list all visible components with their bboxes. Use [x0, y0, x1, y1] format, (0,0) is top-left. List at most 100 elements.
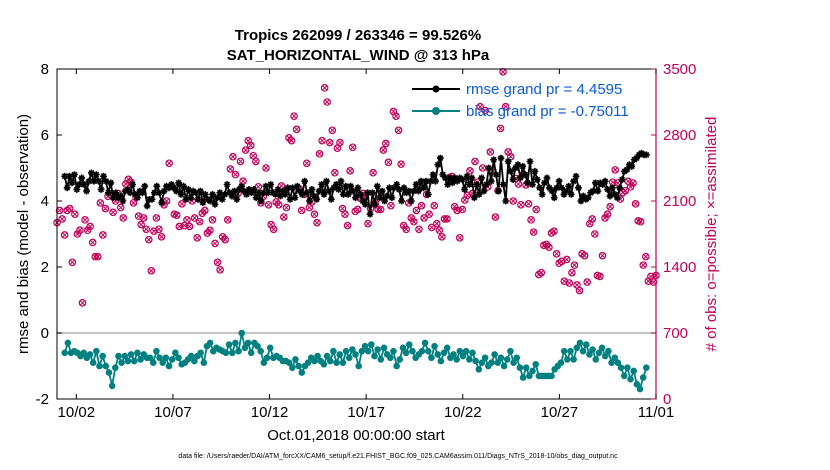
rmse-point: [75, 181, 83, 188]
bias-point: [235, 347, 242, 355]
rmse-point: [429, 171, 437, 178]
obs-assimilated-marker: [400, 222, 407, 229]
obs-point: [320, 84, 329, 92]
obs-point: [458, 205, 467, 214]
obs-point: [262, 164, 270, 172]
bias-point: [526, 372, 533, 380]
x-tick-label: 10/07: [154, 404, 192, 421]
obs-point: [550, 227, 558, 235]
obs-possible-marker: [193, 233, 201, 242]
bias-point: [175, 354, 182, 362]
rmse-point: [407, 197, 415, 205]
bias-point: [99, 352, 106, 360]
obs-point: [287, 136, 296, 145]
rmse-point: [78, 174, 86, 182]
rmse-point: [623, 166, 631, 174]
obs-point: [407, 214, 416, 222]
obs-assimilated-marker: [444, 215, 450, 222]
rmse-point: [383, 192, 391, 200]
obs-possible-marker: [83, 226, 92, 235]
bias-point: [459, 352, 467, 360]
x-tick-label: 10/27: [541, 404, 579, 421]
legend-bias-marker: [432, 107, 440, 115]
rmse-point: [419, 184, 427, 192]
bias-point: [260, 359, 268, 367]
bias-point: [624, 364, 631, 371]
rmse-point: [100, 172, 107, 180]
obs-assimilated-marker: [130, 199, 137, 206]
rmse-point: [560, 191, 568, 198]
obs-assimilated-marker: [242, 147, 249, 154]
obs-assimilated-marker: [382, 140, 389, 147]
obs-assimilated-marker: [237, 158, 244, 165]
obs-possible-marker: [580, 251, 589, 260]
obs-point: [78, 299, 87, 307]
rmse-point: [616, 184, 624, 192]
obs-point: [83, 226, 92, 235]
bias-point: [481, 354, 489, 362]
obs-assimilated-marker: [184, 216, 190, 223]
obs-possible-marker: [152, 214, 161, 222]
obs-point: [379, 146, 388, 154]
bias-point: [368, 341, 375, 348]
rmse-point: [451, 174, 459, 182]
obs-assimilated-marker: [92, 253, 99, 260]
obs-point: [226, 165, 235, 173]
obs-possible-marker: [137, 220, 145, 229]
rmse-point: [117, 192, 124, 200]
rmse-point: [434, 161, 442, 169]
obs-possible-marker: [116, 203, 125, 212]
obs-possible-marker: [598, 251, 607, 260]
rmse-point: [516, 174, 524, 182]
obs-point: [73, 230, 82, 238]
rmse-point: [524, 179, 531, 187]
obs-possible-marker: [313, 218, 321, 227]
rmse-point: [325, 187, 333, 195]
obs-possible-marker: [297, 206, 306, 215]
rmse-point: [398, 197, 405, 205]
obs-assimilated-marker: [571, 262, 578, 269]
rmse-point: [366, 210, 374, 218]
obs-point: [206, 226, 214, 235]
obs-point: [425, 210, 433, 219]
bias-point: [200, 359, 208, 367]
rmse-point: [138, 189, 146, 197]
obs-possible-marker: [642, 252, 650, 261]
bias-point: [93, 347, 100, 355]
rmse-point: [66, 172, 73, 180]
rmse-point: [332, 181, 340, 188]
rmse-point: [160, 187, 168, 195]
obs-assimilated-marker: [517, 201, 524, 208]
obs-point: [486, 148, 495, 156]
obs-point: [81, 216, 89, 224]
bias-point: [434, 351, 442, 358]
obs-assimilated-marker: [329, 127, 336, 134]
x-tick-label: 10/22: [444, 404, 482, 421]
bias-point: [153, 347, 160, 355]
rmse-point: [400, 184, 408, 192]
y-tick-label: 8: [41, 61, 49, 78]
rmse-point: [327, 195, 335, 203]
rmse-point: [315, 187, 323, 195]
obs-point: [142, 225, 151, 234]
rmse-point: [102, 177, 110, 185]
bias-point: [102, 362, 110, 370]
rmse-point: [550, 194, 558, 202]
bias-point: [333, 359, 340, 367]
obs-assimilated-marker: [265, 201, 272, 208]
rmse-point: [364, 189, 372, 197]
bias-point: [617, 364, 625, 371]
bias-point: [159, 359, 167, 367]
rmse-point: [153, 182, 161, 190]
obs-point: [529, 228, 538, 236]
obs-point: [269, 225, 278, 234]
obs-point: [201, 206, 209, 215]
rmse-point: [158, 199, 166, 207]
obs-point: [420, 214, 428, 222]
rmse-point: [495, 187, 502, 195]
rmse-point: [260, 189, 267, 197]
obs-possible-marker: [430, 201, 439, 210]
obs-possible-marker: [501, 102, 510, 111]
obs-point: [412, 206, 421, 215]
bias-point: [238, 329, 246, 337]
